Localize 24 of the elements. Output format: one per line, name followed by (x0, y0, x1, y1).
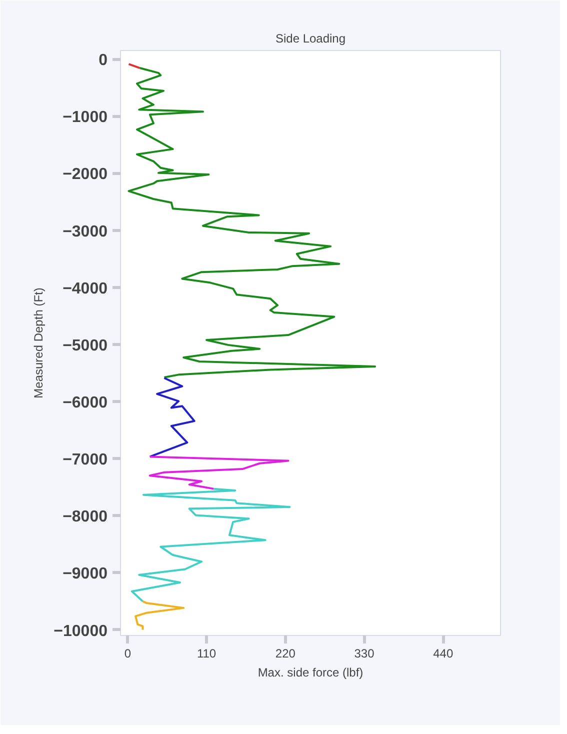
y-tick-label: −2000 (62, 166, 108, 184)
line-series (128, 67, 376, 378)
y-tick-label: −10000 (54, 622, 108, 640)
line-series (148, 456, 290, 490)
x-tick-label: 330 (354, 646, 375, 660)
y-tick-label: −4000 (62, 280, 108, 298)
y-tick-label: −3000 (62, 223, 108, 240)
y-tick-label: −7000 (62, 452, 108, 469)
line-series (134, 600, 185, 631)
x-tick-label: 440 (433, 646, 454, 660)
line-series (130, 488, 291, 602)
x-tick-label: 220 (275, 646, 296, 660)
x-tick-label: 110 (196, 646, 216, 660)
y-tick-label: −1000 (62, 109, 108, 126)
y-tick-label: −6000 (62, 394, 108, 412)
y-axis-title: Measured Depth (Ft) (32, 288, 46, 398)
chart-title: Side Loading (275, 32, 346, 46)
y-tick-label: −8000 (62, 508, 108, 526)
y-tick-label: 0 (98, 52, 108, 70)
y-tick-label: −5000 (62, 337, 108, 354)
y-tick-label: −9000 (62, 566, 108, 583)
x-axis-title: Max. side force (lbf) (258, 666, 364, 680)
line-series (148, 376, 196, 458)
x-tick-label: 0 (124, 646, 132, 660)
